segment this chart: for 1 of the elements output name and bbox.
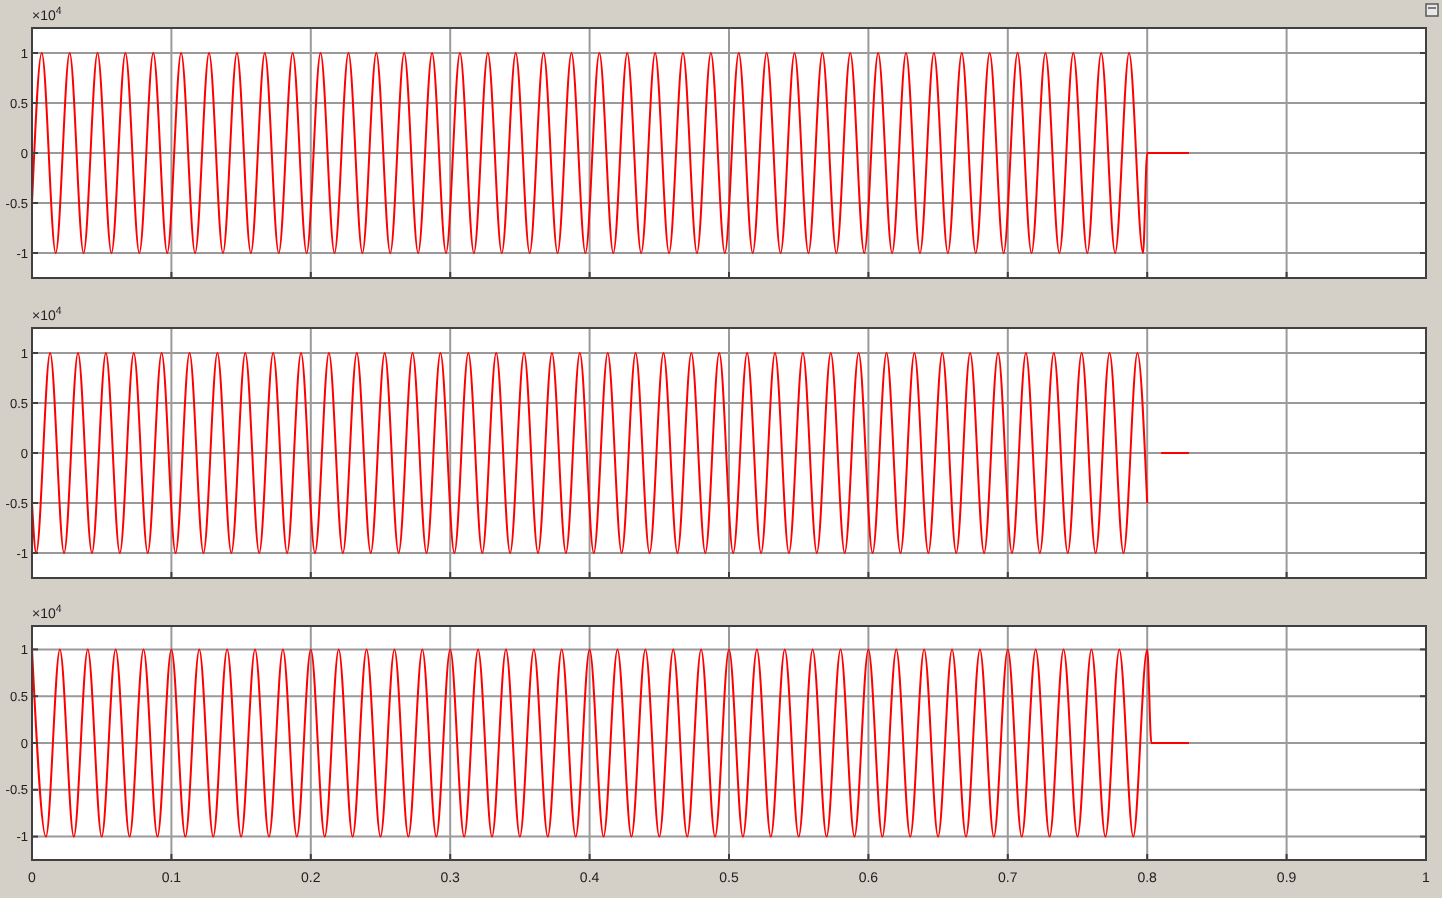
line-series bbox=[32, 52, 1191, 254]
